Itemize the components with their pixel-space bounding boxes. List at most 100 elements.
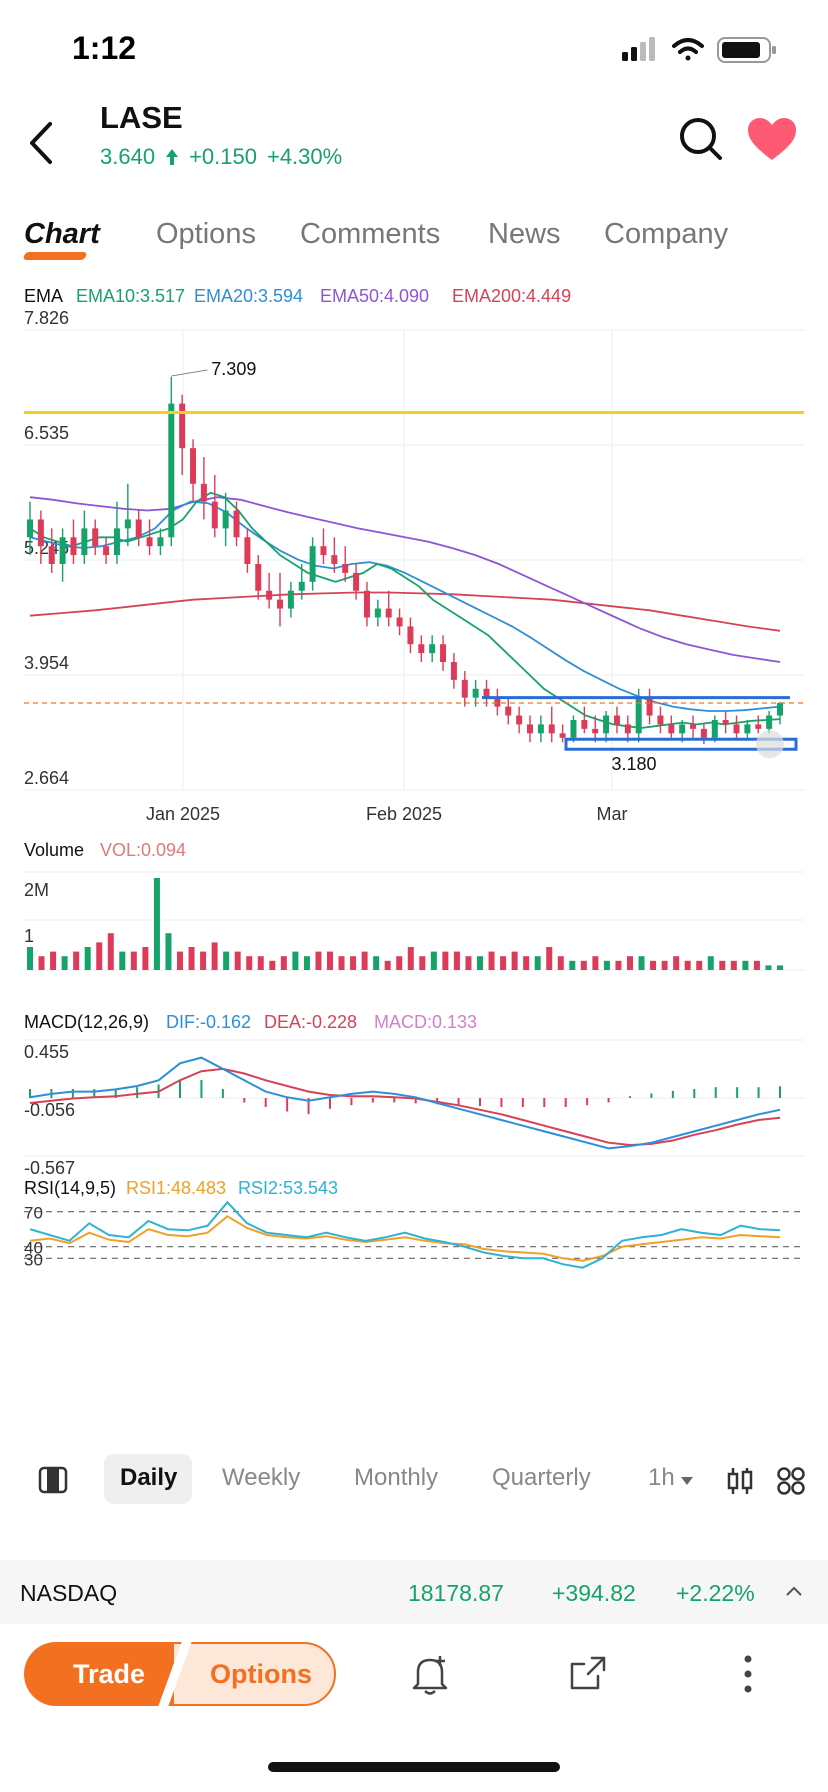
- candle-body: [581, 719, 588, 729]
- macd-hist-label: MACD:0.133: [374, 1012, 477, 1032]
- candle-body: [363, 590, 370, 618]
- candle-body: [103, 546, 110, 556]
- price: 3.640: [100, 144, 156, 169]
- macd-label: MACD(12,26,9): [24, 1012, 149, 1032]
- volume-bar: [477, 956, 483, 970]
- rsi-tick: 40: [24, 1239, 43, 1258]
- period-quarterly[interactable]: Quarterly: [492, 1464, 591, 1491]
- volume-bar: [200, 951, 207, 970]
- tab-news[interactable]: News: [488, 218, 561, 250]
- candle-body: [320, 546, 327, 556]
- macd-dif-label: DIF:-0.162: [166, 1012, 251, 1032]
- volume-bar: [315, 951, 322, 970]
- layout-toggle-icon[interactable]: [38, 1466, 68, 1494]
- tab-options[interactable]: Options: [156, 218, 256, 250]
- ema20-line: [29, 500, 781, 712]
- candle-body: [244, 537, 251, 565]
- candle-body: [450, 662, 457, 680]
- stock-chart[interactable]: EMA EMA10:3.517 EMA20:3.594 EMA50:4.090 EMA2…: [0, 280, 828, 1430]
- rsi1-label: RSI1:48.483: [126, 1178, 226, 1198]
- chart-area[interactable]: EMA EMA10:3.517 EMA20:3.594 EMA50:4.090 EMA2…: [0, 280, 828, 1430]
- candle-body: [777, 703, 783, 716]
- candle-body: [635, 697, 642, 734]
- tab-company[interactable]: Company: [604, 218, 729, 250]
- candle-body: [407, 626, 414, 645]
- volume-bar: [661, 960, 668, 970]
- high-label: 7.309: [211, 359, 256, 379]
- drawing-handle: [756, 730, 784, 759]
- candle-body: [277, 599, 283, 609]
- tab-comments[interactable]: Comments: [300, 218, 441, 250]
- macd-tick: -0.056: [24, 1100, 75, 1120]
- volume-bar: [419, 956, 426, 970]
- candle-body: [298, 581, 305, 591]
- volume-bar: [27, 947, 33, 970]
- ema10-line: [29, 491, 781, 729]
- ema50-line: [29, 496, 781, 663]
- search-button[interactable]: [676, 114, 726, 164]
- candle-body: [124, 519, 131, 529]
- candle-body: [483, 688, 490, 698]
- share-icon: [570, 1656, 606, 1690]
- chevron-up-icon[interactable]: [786, 1586, 802, 1596]
- period-monthly[interactable]: Monthly: [354, 1464, 439, 1491]
- back-button[interactable]: [22, 118, 62, 168]
- stock-header: LASE 3.640 +0.150 +4.30%: [0, 100, 828, 190]
- price-change: +0.150: [189, 144, 257, 169]
- volume-bar: [257, 956, 264, 970]
- ema-legend-item: EMA20:3.594: [194, 286, 303, 306]
- options-button[interactable]: Options: [172, 1642, 336, 1706]
- index-value: 18178.87: [408, 1580, 504, 1606]
- favorite-button[interactable]: [746, 116, 798, 164]
- candle-body: [342, 564, 349, 573]
- index-change-pct: +2.22%: [676, 1580, 755, 1606]
- grid-menu-icon[interactable]: [776, 1466, 806, 1496]
- drawn-box: [564, 737, 798, 751]
- candle-body: [700, 728, 707, 738]
- tab-chart[interactable]: Chart: [24, 218, 100, 250]
- candle-body: [266, 590, 273, 600]
- period-weekly[interactable]: Weekly: [222, 1464, 301, 1491]
- status-time: 1:12: [72, 30, 137, 66]
- candle-body: [755, 724, 762, 729]
- macd-dea-line: [29, 1067, 781, 1147]
- volume-bar: [603, 960, 610, 970]
- rsi2-line: [29, 1200, 781, 1269]
- battery-icon: [717, 37, 776, 63]
- candle-body: [733, 724, 740, 734]
- macd-tick: -0.567: [24, 1158, 75, 1178]
- volume-bar: [246, 956, 253, 970]
- y-tick-label: 2.664: [24, 768, 69, 788]
- candle-body: [385, 608, 392, 618]
- add-alert-button[interactable]: [410, 1654, 450, 1696]
- volume-bar: [153, 878, 160, 970]
- volume-bar: [188, 947, 195, 970]
- index-ticker-bar[interactable]: NASDAQ 18178.87 +394.82 +2.22%: [0, 1560, 828, 1624]
- candle-body: [613, 715, 620, 725]
- volume-bar: [707, 956, 714, 970]
- volume-bar: [107, 933, 114, 970]
- period-daily[interactable]: Daily: [120, 1464, 178, 1491]
- volume-bar: [730, 960, 737, 970]
- chevron-left-icon: [30, 122, 52, 164]
- share-button[interactable]: [568, 1654, 608, 1694]
- volume-tick: 1: [24, 926, 34, 946]
- candle-body: [48, 546, 55, 565]
- volume-bar: [73, 951, 80, 970]
- ema-legend-item: EMA10:3.517: [76, 286, 185, 306]
- volume-bar: [534, 956, 541, 970]
- ema-legend-item: EMA200:4.449: [452, 286, 571, 306]
- more-button[interactable]: [742, 1654, 754, 1694]
- candle-body: [505, 706, 512, 716]
- volume-tick: 2M: [24, 880, 49, 900]
- candlestick-type-icon[interactable]: [726, 1466, 754, 1496]
- candle-body: [113, 528, 120, 556]
- volume-bar: [177, 951, 183, 970]
- volume-bar: [442, 951, 449, 970]
- candle-body: [157, 537, 164, 547]
- volume-bar: [292, 951, 299, 970]
- volume-bar: [696, 960, 703, 970]
- period-1h[interactable]: 1h: [648, 1464, 694, 1492]
- period-1h-label: 1h: [648, 1464, 675, 1491]
- volume-bar: [719, 960, 726, 970]
